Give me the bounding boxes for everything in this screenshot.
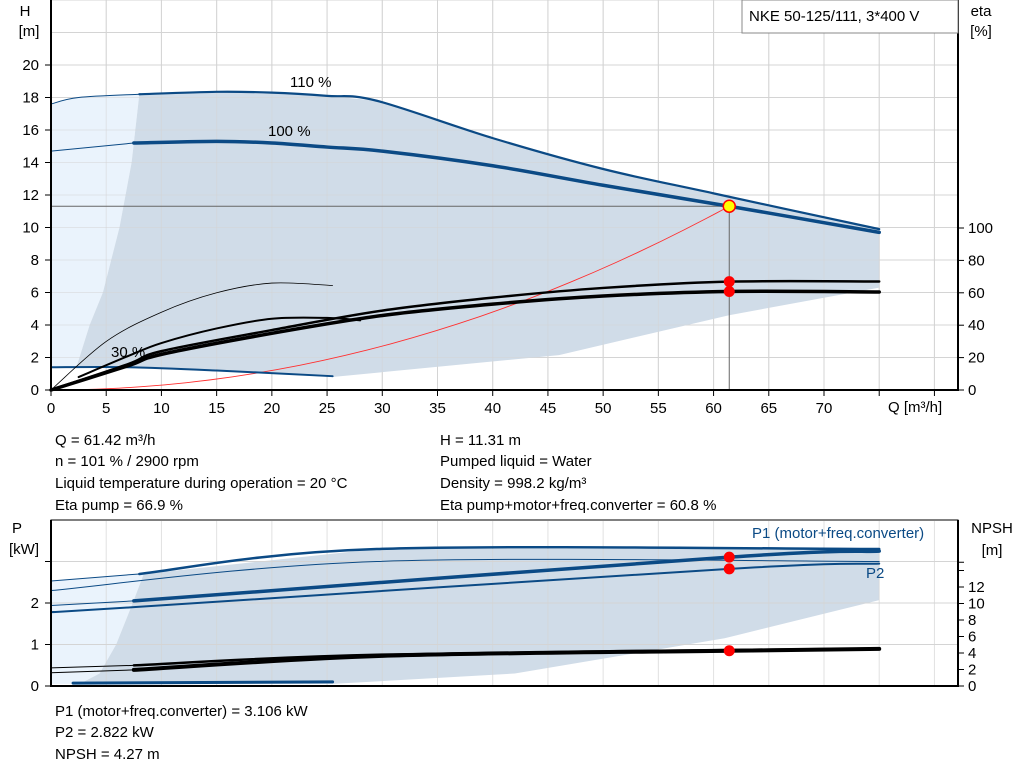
speed-curve-label: 110 % <box>290 74 331 91</box>
info-flow: Q = 61.42 m³/h <box>55 432 156 449</box>
y-tick-label: 12 <box>22 187 39 204</box>
y2-tick-label: 2 <box>968 662 976 679</box>
x-axis-label-q: Q [m³/h] <box>888 399 942 416</box>
p2-series-label: P2 <box>866 565 884 582</box>
y-tick-label: 20 <box>22 57 39 74</box>
y-tick-label: 0 <box>31 382 39 399</box>
p1-marker <box>723 551 735 563</box>
duty-point-marker <box>722 199 737 213</box>
eta-curve <box>50 282 333 391</box>
y2-tick-label: 0 <box>968 382 976 399</box>
y2-axis-unit-eta: [%] <box>970 23 992 40</box>
y2-axis-unit-npsh: [m] <box>982 542 1003 559</box>
x-tick-label: 35 <box>429 400 446 417</box>
x-tick-label: 5 <box>102 400 110 417</box>
y2-tick-label: 40 <box>968 317 985 334</box>
x-tick-label: 50 <box>595 400 612 417</box>
y2-axis-label-npsh: NPSH <box>971 520 1013 537</box>
y2-tick-label: 20 <box>968 350 985 367</box>
info-p1: P1 (motor+freq.converter) = 3.106 kW <box>55 703 308 720</box>
p2-marker <box>723 563 735 575</box>
y2-tick-label: 4 <box>968 645 976 662</box>
info-liquid-temp: Liquid temperature during operation = 20… <box>55 475 348 492</box>
y2-tick-label: 0 <box>968 678 976 695</box>
y-tick-label: 14 <box>22 155 39 172</box>
y-tick-label: 18 <box>22 90 39 107</box>
p2-curve <box>50 562 881 614</box>
npsh-marker <box>723 645 735 657</box>
y-axis-unit-h: [m] <box>19 23 40 40</box>
y-tick-label: 2 <box>31 595 39 612</box>
x-tick-label: 0 <box>47 400 55 417</box>
y-tick-label: 1 <box>31 637 39 654</box>
eta-curve <box>49 279 881 392</box>
y2-tick-label: 10 <box>968 596 985 613</box>
p1-motor-freq-converter-curve <box>138 545 881 576</box>
y-tick-label: 10 <box>22 220 39 237</box>
p1-series-label: P1 (motor+freq.converter) <box>752 525 924 542</box>
x-tick-label: 25 <box>319 400 336 417</box>
head-efficiency-chart: 110 %100 %30 %0 5 10 15 20 25 30 35 40 45 50 55 60 65… <box>22 0 993 417</box>
y2-tick-label: 12 <box>968 579 985 596</box>
y-tick-label: 8 <box>31 252 39 269</box>
y2-tick-label: 100 <box>968 220 993 237</box>
p1-motor-freq-converter-curve-extension <box>50 600 134 606</box>
y-tick-label: 16 <box>22 122 39 139</box>
x-tick-label: 20 <box>264 400 281 417</box>
system-curve <box>50 205 730 391</box>
info-head: H = 11.31 m <box>440 432 522 449</box>
info-eta-pump: Eta pump = 66.9 % <box>55 497 183 514</box>
p1-motor-freq-converter-curve-extension <box>50 573 140 582</box>
p1-motor-freq-converter-curve <box>132 549 881 603</box>
eta-curve <box>49 289 881 392</box>
npsh-curve-extension <box>50 664 134 669</box>
y2-tick-label: 6 <box>968 629 976 646</box>
110-curve <box>138 90 881 231</box>
y-tick-label: 0 <box>31 678 39 695</box>
operating-envelope-dark <box>76 91 880 377</box>
x-tick-label: 40 <box>484 400 501 417</box>
eta-pump-marker <box>723 276 735 288</box>
p-curve <box>50 558 880 592</box>
y-axis-label-h: H <box>20 3 31 20</box>
y-tick-label: 4 <box>31 317 39 334</box>
100-curve-extension <box>50 142 134 152</box>
info-density: Density = 998.2 kg/m³ <box>440 475 587 492</box>
y2-tick-label: 60 <box>968 285 985 302</box>
info-speed: n = 101 % / 2900 rpm <box>55 453 199 470</box>
x-tick-label: 65 <box>760 400 777 417</box>
x-tick-label: 30 <box>374 400 391 417</box>
y-tick-label: 6 <box>31 285 39 302</box>
operating-envelope-dark <box>79 549 880 684</box>
info-pumped-liquid: Pumped liquid = Water <box>440 453 592 470</box>
y-tick-label: 2 <box>31 350 39 367</box>
y2-tick-label: 8 <box>968 612 976 629</box>
speed-curve-label: 100 % <box>268 123 311 140</box>
x-tick-label: 45 <box>540 400 557 417</box>
y2-tick-label: 80 <box>968 252 985 269</box>
speed-curve-label: 30 % <box>111 344 145 361</box>
y-axis-label-p: P <box>12 520 22 537</box>
y-axis-unit-p: [kW] <box>9 541 39 558</box>
x-tick-label: 10 <box>153 400 170 417</box>
title-box <box>741 0 959 34</box>
y2-axis-label-eta: eta <box>971 3 993 20</box>
info-p2: P2 = 2.822 kW <box>55 724 154 741</box>
x-tick-label: 70 <box>816 400 833 417</box>
x-tick-label: 60 <box>705 400 722 417</box>
npsh-curve <box>131 646 882 672</box>
x-tick-label: 55 <box>650 400 667 417</box>
chart-title: NKE 50-125/111, 3*400 V <box>749 8 919 25</box>
x-tick-label: 15 <box>208 400 225 417</box>
info-eta-total: Eta pump+motor+freq.converter = 60.8 % <box>440 497 717 514</box>
110-curve-extension <box>50 93 140 105</box>
eta-curve <box>77 316 362 379</box>
info-npsh: NPSH = 4.27 m <box>55 746 160 763</box>
30-curve <box>50 366 334 378</box>
eta-total-marker <box>723 286 735 298</box>
npsh-curve-extension <box>50 669 134 674</box>
p-curve <box>71 680 335 685</box>
